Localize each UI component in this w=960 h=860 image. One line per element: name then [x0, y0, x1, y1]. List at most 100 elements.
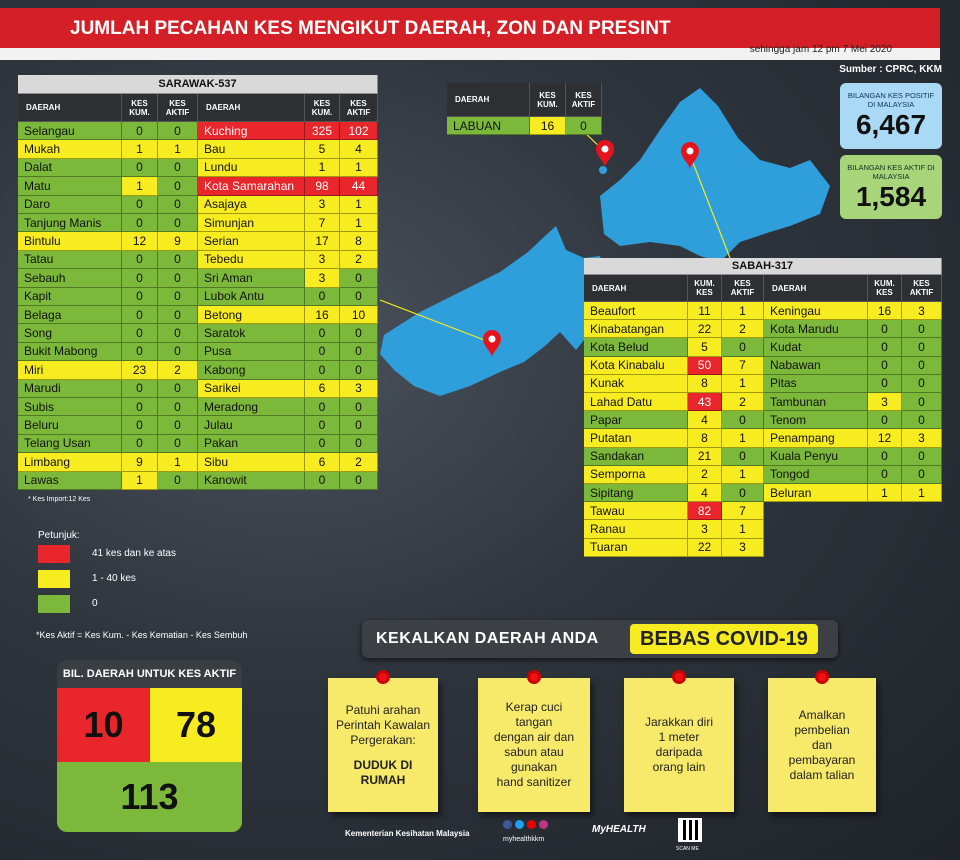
subtitle-bar: sehingga jam 12 pm 7 Mei 2020	[0, 44, 940, 60]
active-cases: 0	[158, 398, 198, 417]
cumulative-cases: 0	[868, 374, 902, 393]
district-name: Serian	[198, 232, 305, 251]
note-emphasis: DUDUK DI	[353, 757, 413, 772]
district-name: Semporna	[584, 465, 688, 484]
cumulative-cases: 0	[122, 324, 158, 343]
legend-title: Petunjuk:	[38, 530, 80, 541]
cumulative-cases: 0	[122, 287, 158, 306]
district-name: Kuching	[198, 122, 305, 141]
legend-swatch	[38, 595, 70, 613]
active-cases: 0	[158, 379, 198, 398]
district-name: Papar	[584, 411, 688, 430]
active-cases: 3	[722, 538, 764, 557]
cumulative-cases: 0	[305, 434, 340, 454]
active-cases: 1	[158, 453, 198, 472]
cumulative-cases: 3	[688, 520, 722, 539]
cumulative-cases: 0	[122, 122, 158, 141]
district-name: Mukah	[18, 140, 122, 159]
column-header: KES AKTIF	[722, 275, 764, 302]
note-emphasis: RUMAH	[360, 772, 406, 787]
district-name: Asajaya	[198, 195, 305, 214]
active-cases: 1	[722, 520, 764, 539]
cumulative-cases: 9	[122, 453, 158, 472]
district-name: Tenom	[764, 411, 868, 430]
district-name: Marudi	[18, 379, 122, 398]
cumulative-cases: 6	[305, 453, 340, 472]
active-cases: 0	[902, 320, 942, 339]
cumulative-cases: 0	[305, 398, 340, 417]
active-cases: 0	[158, 342, 198, 362]
cumulative-cases: 3	[305, 250, 340, 270]
district-name: Tatau	[18, 250, 122, 270]
sabah-map	[600, 88, 830, 262]
note-line: dalam talian	[789, 767, 855, 782]
note-line: Perintah Kawalan	[335, 717, 431, 732]
legend-label: 0	[92, 598, 98, 609]
sticky-note: Jarakkan diri 1 meter daripada orang lain	[624, 670, 734, 812]
district-name: Beluru	[18, 416, 122, 435]
cumulative-cases: 0	[868, 320, 902, 339]
column-header: KES AKTIF	[340, 94, 378, 122]
active-cases: 0	[158, 122, 198, 141]
district-name: Saratok	[198, 324, 305, 343]
cumulative-cases: 0	[122, 379, 158, 398]
district-name: Limbang	[18, 453, 122, 472]
district-name: Bau	[198, 140, 305, 159]
column-header: DAERAH	[447, 83, 530, 117]
district-name: Nabawan	[764, 356, 868, 375]
district-name: Kabong	[198, 361, 305, 380]
cumulative-cases: 0	[868, 465, 902, 484]
active-cases: 7	[722, 502, 764, 521]
cumulative-cases: 43	[688, 393, 722, 412]
active-cases: 1	[722, 465, 764, 484]
district-name: Telang Usan	[18, 434, 122, 454]
active-cases: 0	[158, 471, 198, 490]
district-name: Pitas	[764, 374, 868, 393]
active-cases: 0	[902, 374, 942, 393]
active-cases: 2	[340, 250, 378, 270]
note-line: hand sanitizer	[496, 775, 572, 789]
district-name: Dalat	[18, 158, 122, 178]
cumulative-cases: 0	[868, 356, 902, 375]
column-header: KUM. KES	[868, 275, 902, 302]
cumulative-cases: 22	[688, 320, 722, 339]
cumulative-cases: 0	[122, 398, 158, 417]
cumulative-cases: 0	[122, 306, 158, 325]
district-name: Belaga	[18, 306, 122, 325]
cumulative-cases: 50	[688, 356, 722, 375]
cumulative-cases: 0	[305, 361, 340, 380]
cumulative-cases: 0	[122, 342, 158, 362]
cumulative-cases: 0	[868, 411, 902, 430]
note-line: daripada	[655, 745, 703, 759]
note-line: sabun atau	[504, 745, 564, 759]
district-name: Kota Marudu	[764, 320, 868, 339]
district-name: Lundu	[198, 158, 305, 178]
pin	[681, 142, 699, 169]
active-cases: 0	[340, 416, 378, 435]
district-name: Simunjan	[198, 214, 305, 233]
district-name: Kota Belud	[584, 338, 688, 357]
pin-dots	[488, 145, 694, 343]
title: JUMLAH PECAHAN KES MENGIKUT DAERAH, ZON …	[70, 18, 671, 39]
active-cases: 0	[340, 269, 378, 288]
legend-label: 1 - 40 kes	[92, 573, 136, 584]
active-cases: 102	[340, 122, 378, 141]
active-cases: 0	[340, 324, 378, 343]
cumulative-cases: 16	[530, 117, 566, 135]
column-header: DAERAH	[584, 275, 688, 302]
active-cases: 0	[722, 447, 764, 466]
district-name: LABUAN	[447, 117, 530, 135]
note-line: Patuhi arahan	[345, 702, 421, 717]
active-cases: 0	[158, 306, 198, 325]
qr-code	[678, 818, 702, 842]
district-name: Kota Samarahan	[198, 177, 305, 196]
district-name: Sarikei	[198, 379, 305, 398]
district-name: Matu	[18, 177, 122, 196]
pin	[527, 670, 541, 684]
active-districts: BIL. DAERAH UNTUK KES AKTIF 10 78 113	[57, 660, 242, 832]
active-cases: 1	[158, 140, 198, 159]
sarawak-map	[380, 226, 606, 396]
column-header: KES AKTIF	[566, 83, 602, 117]
cumulative-cases: 325	[305, 122, 340, 141]
